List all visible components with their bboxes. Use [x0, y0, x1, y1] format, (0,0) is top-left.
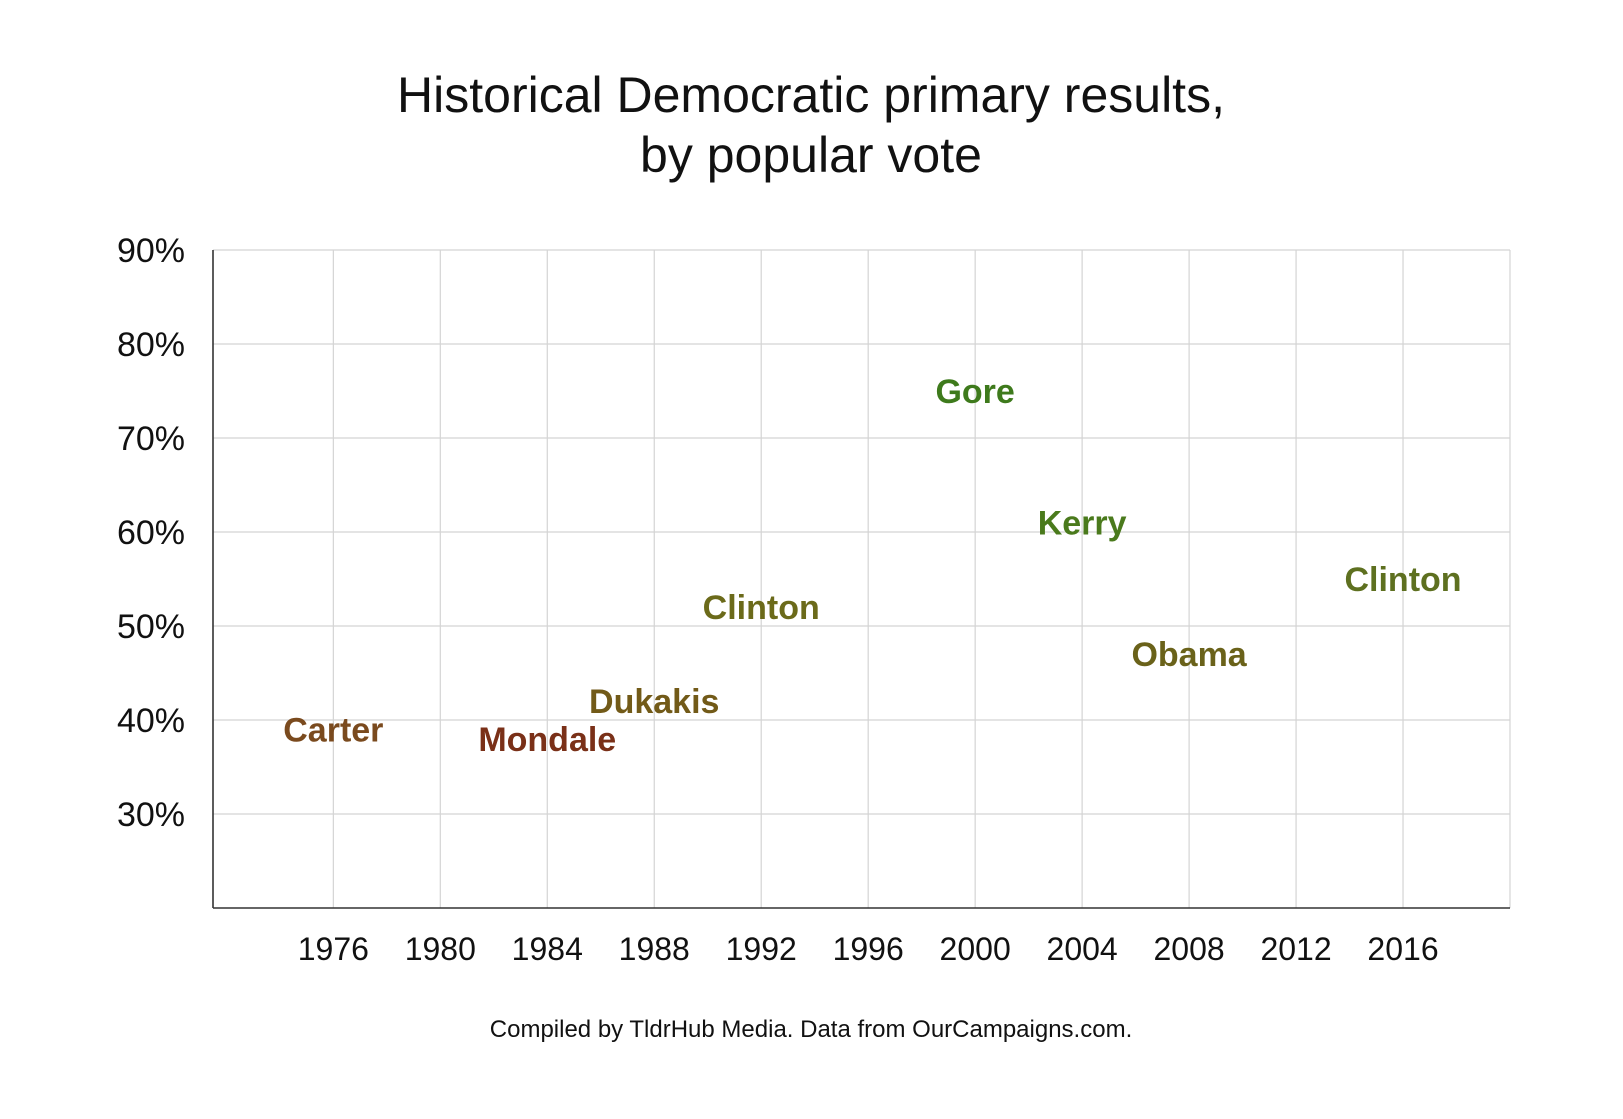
- y-tick-label: 50%: [117, 608, 185, 646]
- x-tick-label: 1992: [726, 931, 797, 967]
- x-tick-label: 2008: [1153, 931, 1224, 967]
- x-tick-label: 2012: [1260, 931, 1331, 967]
- x-tick-label: 2000: [940, 931, 1011, 967]
- chart-title-line-2: by popular vote: [640, 127, 982, 183]
- y-tick-label: 40%: [117, 702, 185, 740]
- axes: [212, 250, 1510, 909]
- y-axis-ticks: 30% 40% 50% 60% 70% 80% 90%: [117, 232, 185, 834]
- point-label-obama-2008: Obama: [1131, 636, 1247, 674]
- x-axis-ticks: 1976 1980 1984 1988 1992 1996 2000 2004 2008 2012…: [298, 931, 1439, 967]
- y-tick-label: 80%: [117, 326, 185, 364]
- x-tick-label: 1980: [405, 931, 476, 967]
- source-note: Compiled by TldrHub Media. Data from Our…: [490, 1016, 1132, 1043]
- y-tick-label: 90%: [117, 232, 185, 270]
- y-tick-label: 30%: [117, 796, 185, 834]
- x-tick-label: 1984: [512, 931, 583, 967]
- x-tick-label: 1988: [619, 931, 690, 967]
- chart-title-line-1: Historical Democratic primary results,: [397, 67, 1225, 123]
- point-label-gore-2000: Gore: [935, 373, 1014, 411]
- x-tick-label: 2004: [1047, 931, 1118, 967]
- x-tick-label: 1976: [298, 931, 369, 967]
- gridlines: [213, 249, 1511, 908]
- x-tick-label: 1996: [833, 931, 904, 967]
- point-label-carter-1976: Carter: [283, 711, 383, 749]
- y-tick-label: 70%: [117, 420, 185, 458]
- point-label-kerry-2004: Kerry: [1038, 505, 1127, 543]
- x-tick-label: 2016: [1367, 931, 1438, 967]
- point-label-dukakis-1988: Dukakis: [589, 683, 719, 721]
- point-label-clinton-1992: Clinton: [703, 589, 820, 627]
- point-label-clinton-2016: Clinton: [1344, 561, 1461, 599]
- point-label-mondale-1984: Mondale: [478, 721, 616, 759]
- y-tick-label: 60%: [117, 514, 185, 552]
